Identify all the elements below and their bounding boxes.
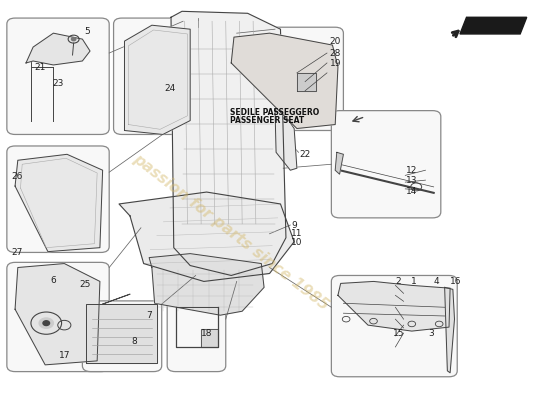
Text: 3: 3 <box>428 329 434 338</box>
Text: 19: 19 <box>329 59 341 68</box>
Text: 9: 9 <box>292 220 297 230</box>
Polygon shape <box>15 264 100 365</box>
Text: 14: 14 <box>406 187 417 196</box>
Text: 11: 11 <box>292 229 303 238</box>
Text: 24: 24 <box>164 84 175 93</box>
Polygon shape <box>460 17 527 34</box>
Circle shape <box>39 318 53 328</box>
Text: 10: 10 <box>292 238 303 247</box>
Polygon shape <box>26 33 90 65</box>
Text: 1: 1 <box>411 277 416 286</box>
Text: 28: 28 <box>329 48 341 58</box>
Text: SEDILE PASSEGGERO: SEDILE PASSEGGERO <box>230 108 320 117</box>
FancyBboxPatch shape <box>7 18 109 134</box>
Polygon shape <box>171 11 286 276</box>
Polygon shape <box>275 109 297 170</box>
Text: 4: 4 <box>434 277 439 286</box>
Text: 16: 16 <box>450 277 461 286</box>
Text: 22: 22 <box>300 150 311 159</box>
FancyBboxPatch shape <box>331 111 441 218</box>
Polygon shape <box>86 304 157 363</box>
Text: 26: 26 <box>11 172 23 182</box>
Text: 13: 13 <box>406 176 418 186</box>
Polygon shape <box>15 154 103 252</box>
Text: 20: 20 <box>329 38 341 46</box>
FancyBboxPatch shape <box>7 146 109 252</box>
Text: PASSENGER SEAT: PASSENGER SEAT <box>230 116 304 125</box>
Text: 17: 17 <box>59 351 70 360</box>
Text: 25: 25 <box>80 280 91 289</box>
FancyBboxPatch shape <box>7 262 109 372</box>
Polygon shape <box>297 73 316 91</box>
Text: 5: 5 <box>85 28 90 36</box>
Text: 23: 23 <box>52 79 64 88</box>
Circle shape <box>72 38 76 41</box>
Text: 7: 7 <box>146 312 152 320</box>
Text: 12: 12 <box>406 166 417 175</box>
Text: passion for parts since 1985: passion for parts since 1985 <box>130 151 332 313</box>
Polygon shape <box>103 294 130 304</box>
Polygon shape <box>444 287 454 373</box>
Text: 8: 8 <box>131 337 138 346</box>
Text: 21: 21 <box>34 63 46 72</box>
Polygon shape <box>149 254 264 315</box>
Text: 15: 15 <box>393 329 404 338</box>
Polygon shape <box>201 329 218 347</box>
Polygon shape <box>338 282 450 331</box>
FancyBboxPatch shape <box>167 301 225 372</box>
Text: 6: 6 <box>51 276 57 285</box>
Circle shape <box>43 321 50 326</box>
Polygon shape <box>231 33 338 128</box>
FancyBboxPatch shape <box>82 301 162 372</box>
FancyBboxPatch shape <box>331 276 457 377</box>
Text: 18: 18 <box>201 328 213 338</box>
Text: 2: 2 <box>395 277 401 286</box>
FancyBboxPatch shape <box>228 27 343 130</box>
Polygon shape <box>124 25 190 134</box>
Polygon shape <box>335 152 343 174</box>
FancyBboxPatch shape <box>113 18 199 134</box>
Polygon shape <box>119 192 294 282</box>
Text: 27: 27 <box>11 248 23 257</box>
